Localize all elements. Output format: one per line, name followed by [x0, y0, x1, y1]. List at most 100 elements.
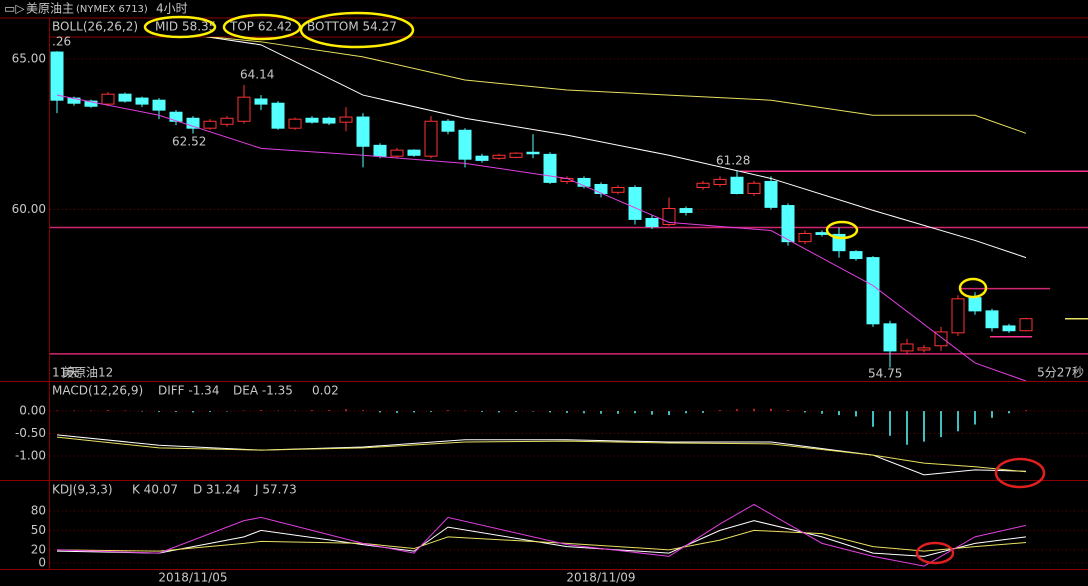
indicator-line [56, 503, 1027, 567]
indicator-line [56, 520, 1027, 557]
footer-label: 美原油12 [62, 366, 113, 380]
candle-body [679, 208, 693, 213]
indicator-line [56, 436, 1027, 473]
instrument-title[interactable]: 美原油主 [26, 2, 74, 16]
candle-body [135, 97, 149, 105]
menu-icon[interactable]: ▭▷ [4, 2, 25, 16]
candle-body [917, 347, 931, 351]
candle-body [747, 182, 761, 195]
legend-entry: MID 58.35 [155, 20, 216, 34]
candle-body [407, 149, 421, 156]
candle-body [645, 217, 659, 228]
x-tick-label: 2018/11/05 [158, 571, 227, 585]
legend-entry: J 57.73 [254, 483, 297, 497]
legend-entry: DEA -1.35 [233, 384, 293, 398]
legend-entry: TOP 62.42 [229, 20, 292, 34]
candle-body [815, 232, 829, 235]
candle-body [475, 155, 489, 161]
plot-area: 65.00 60.00 .26 64.14 62.52 61.28 54.75 11天美原油1… [12, 35, 1088, 585]
candle-body [696, 182, 710, 188]
footer-label: 5分27秒 [1037, 366, 1084, 380]
footer-label: 11天 [52, 366, 79, 380]
legend-entry: DIFF -1.34 [158, 384, 219, 398]
period-selector[interactable]: 4小时 [156, 2, 188, 16]
candle-body [628, 186, 642, 220]
instrument-code: (NYMEX 6713) [76, 4, 148, 15]
panel [50, 408, 1088, 476]
candle-body [1019, 318, 1033, 332]
panel [50, 503, 1088, 567]
y-tick-label: 80 [31, 503, 46, 517]
annotation: 64.14 [240, 68, 274, 82]
annotation: .26 [52, 35, 71, 49]
candle-body [254, 98, 268, 105]
candle-body [322, 117, 336, 124]
candle-body [968, 297, 982, 312]
candle-body [84, 100, 98, 107]
indicator-name[interactable]: BOLL(26,26,2) [52, 20, 138, 34]
candle-body [305, 117, 319, 123]
y-tick-label: 20 [31, 542, 46, 556]
annotation: 54.75 [868, 367, 902, 381]
indicator-line [56, 94, 1027, 381]
candle-body [1002, 325, 1016, 332]
candle-body [288, 118, 302, 129]
candle-body [900, 343, 914, 352]
panel [50, 37, 1088, 381]
candle-body [50, 51, 64, 101]
candle-body [424, 120, 438, 157]
candle-body [390, 149, 404, 157]
y-tick-label: 60.00 [12, 202, 46, 216]
indicator-name[interactable]: MACD(12,26,9) [52, 384, 143, 398]
x-tick-label: 2018/11/09 [566, 571, 635, 585]
candle-body [458, 129, 472, 160]
candle-body [543, 153, 557, 183]
candle-body [798, 233, 812, 243]
candle-body [849, 251, 863, 260]
candle-body [441, 120, 455, 132]
y-tick-label: 65.00 [12, 51, 46, 65]
candle-body [985, 310, 999, 329]
candle-body [356, 116, 370, 147]
candle-body [186, 117, 200, 129]
candle-body [101, 93, 115, 105]
candle-body [237, 96, 251, 122]
highlight-circles [143, 11, 1046, 565]
annotation: 62.52 [172, 135, 206, 149]
candle-body [373, 144, 387, 157]
candle-body [118, 93, 132, 102]
annotation: 61.28 [716, 154, 750, 168]
candle-body [730, 176, 744, 195]
candle-body [203, 120, 217, 129]
candle-body [152, 99, 166, 111]
candle-body [781, 205, 795, 243]
legend-entry: 0.02 [312, 384, 339, 398]
indicator-line [206, 37, 1027, 134]
candle-body [220, 117, 234, 125]
candle-body [594, 183, 608, 195]
legend-entry: K 40.07 [132, 483, 178, 497]
indicator-name[interactable]: KDJ(9,3,3) [52, 483, 113, 497]
y-tick-label: 50 [31, 523, 46, 537]
y-tick-label: 0 [38, 555, 46, 569]
indicator-line [204, 37, 1027, 259]
candle-body [509, 152, 523, 158]
legend-entry: D 31.24 [193, 483, 240, 497]
candle-body [662, 208, 676, 225]
y-tick-label: 0.00 [19, 404, 46, 418]
candle-body [611, 186, 625, 193]
candle-body [492, 154, 506, 159]
legend-entry: BOTTOM 54.27 [307, 20, 397, 34]
candle-body [713, 178, 727, 185]
candle-body [951, 298, 965, 334]
candle-body [866, 257, 880, 325]
y-tick-label: -1.00 [15, 448, 46, 462]
candle-body [577, 177, 591, 187]
candle-body [883, 323, 897, 352]
indicator-line [56, 529, 1027, 552]
candle-body [271, 102, 285, 129]
candle-body [339, 116, 353, 123]
